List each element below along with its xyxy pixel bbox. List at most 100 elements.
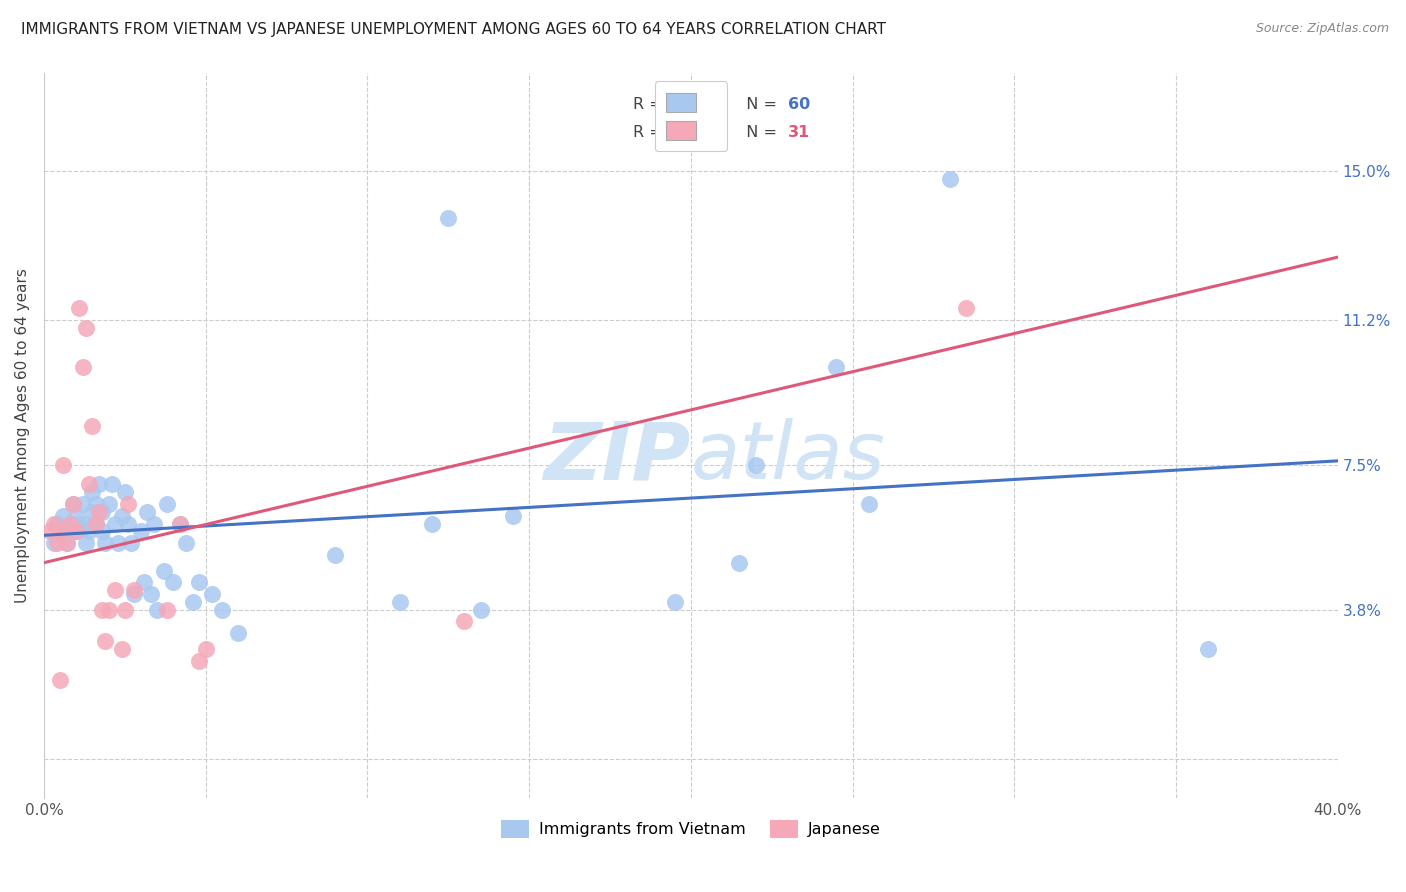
Point [72,497,94,511]
Point [97,603,120,617]
Point [146,603,169,617]
Point [114,485,136,500]
Point [59,516,82,531]
Point [104,583,127,598]
Legend: Immigrants from Vietnam, Japanese: Immigrants from Vietnam, Japanese [495,814,887,844]
Point [134,575,156,590]
Text: N =: N = [737,96,782,112]
Point [84,516,107,531]
Point [664,595,686,609]
Point [169,516,191,531]
Point [72,359,94,374]
Point [114,603,136,617]
Point [104,516,127,531]
Point [181,595,204,609]
Point [49,673,72,688]
Point [65,524,87,539]
Text: N =: N = [737,125,782,140]
Text: 0.378: 0.378 [675,125,725,140]
Point [42,536,65,550]
Text: R =: R = [633,96,668,112]
Point [136,505,159,519]
Point [1197,641,1219,656]
Point [65,508,87,523]
Point [49,524,72,539]
Point [420,516,443,531]
Point [744,458,766,472]
Point [101,477,124,491]
Point [87,505,110,519]
Point [77,524,100,539]
Point [117,497,139,511]
Text: atlas: atlas [690,418,886,496]
Y-axis label: Unemployment Among Ages 60 to 64 years: Unemployment Among Ages 60 to 64 years [15,268,30,603]
Point [162,575,184,590]
Point [142,516,165,531]
Point [107,536,129,550]
Point [55,536,77,550]
Text: 0.291: 0.291 [675,96,725,112]
Point [728,556,751,570]
Point [65,524,87,539]
Point [188,654,211,668]
Text: ZIP: ZIP [544,418,690,496]
Point [75,320,97,334]
Text: Source: ZipAtlas.com: Source: ZipAtlas.com [1256,22,1389,36]
Point [117,516,139,531]
Point [201,587,224,601]
Point [938,171,960,186]
Point [77,477,100,491]
Point [82,418,104,433]
Point [174,536,197,550]
Point [858,497,880,511]
Point [110,508,132,523]
Point [188,575,211,590]
Text: IMMIGRANTS FROM VIETNAM VS JAPANESE UNEMPLOYMENT AMONG AGES 60 TO 64 YEARS CORRE: IMMIGRANTS FROM VIETNAM VS JAPANESE UNEM… [21,22,886,37]
Point [110,641,132,656]
Point [94,634,117,648]
Point [156,497,179,511]
Point [129,524,152,539]
Point [62,497,84,511]
Point [955,301,977,315]
Point [437,211,460,225]
Point [55,536,77,550]
Point [91,505,114,519]
Point [69,301,91,315]
Point [453,615,475,629]
Point [45,536,67,550]
Point [91,603,114,617]
Point [87,477,110,491]
Point [75,536,97,550]
Point [120,536,142,550]
Point [94,536,117,550]
Point [84,497,107,511]
Point [502,508,524,523]
Point [52,458,75,472]
Point [52,508,75,523]
Point [226,626,249,640]
Point [152,564,174,578]
Point [470,603,492,617]
Point [39,524,62,539]
Point [84,516,107,531]
Point [97,497,120,511]
Point [49,524,72,539]
Point [82,485,104,500]
Point [194,641,217,656]
Point [82,505,104,519]
Point [139,587,162,601]
Point [156,603,179,617]
Point [45,516,67,531]
Text: 31: 31 [787,125,810,140]
Point [124,587,146,601]
Point [388,595,411,609]
Point [75,516,97,531]
Point [825,359,848,374]
Point [69,516,91,531]
Point [124,583,146,598]
Point [323,548,346,562]
Point [91,524,114,539]
Point [42,516,65,531]
Point [211,603,233,617]
